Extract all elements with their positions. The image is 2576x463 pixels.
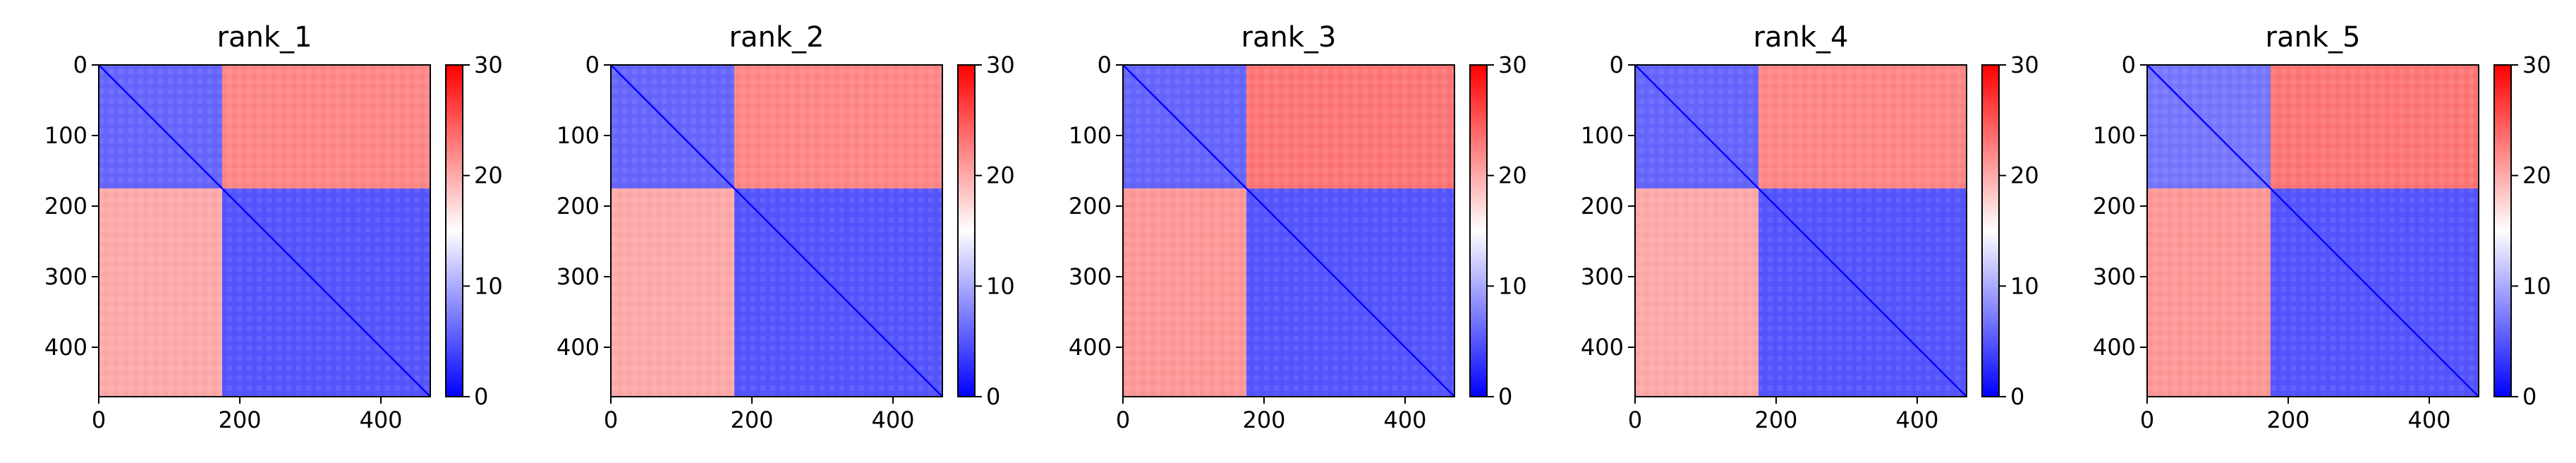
y-tick-label: 0 [1098, 52, 1112, 78]
colorbar-tick-label: 10 [1498, 272, 1527, 299]
diagonal-line [2146, 64, 2479, 397]
panel-title: rank_2 [729, 21, 825, 54]
y-tick-label: 100 [1581, 122, 1624, 149]
y-tick-label: 200 [557, 193, 600, 220]
colorbar-tick-label: 20 [986, 162, 1015, 189]
y-tick-label: 200 [44, 193, 87, 220]
heatmap-panel-5: rank_5 0 200 400 0 100 200 300 400 0 10 20 30 [2093, 21, 2551, 433]
plot-frame [610, 64, 943, 397]
colorbar-tick-label: 0 [2522, 383, 2536, 410]
diagonal-line [1122, 64, 1455, 397]
x-tick-label: 0 [92, 407, 106, 433]
colorbar [957, 64, 976, 397]
x-tick-label: 200 [1242, 407, 1285, 433]
y-tick-label: 200 [1069, 193, 1112, 220]
colorbar-tick-label: 10 [986, 272, 1015, 299]
y-tick-label: 400 [1581, 334, 1624, 361]
colorbar-tick-label: 30 [2522, 52, 2551, 78]
y-tick-label: 100 [44, 122, 87, 149]
x-tick-label: 400 [359, 407, 402, 433]
colorbar-tick-label: 30 [474, 52, 503, 78]
y-tick-label: 100 [2093, 122, 2136, 149]
plot-frame [2146, 64, 2479, 397]
y-tick-label: 0 [1610, 52, 1624, 78]
diagonal-line [1634, 64, 1967, 397]
colorbar-tick-label: 0 [986, 383, 1000, 410]
y-tick-label: 300 [2093, 263, 2136, 290]
y-tick-label: 0 [585, 52, 600, 78]
y-tick-label: 400 [44, 334, 87, 361]
x-tick-label: 200 [1754, 407, 1797, 433]
x-tick-label: 400 [871, 407, 914, 433]
colorbar-tick-label: 0 [1498, 383, 1512, 410]
panel-title: rank_1 [217, 21, 312, 54]
x-tick-label: 200 [2266, 407, 2309, 433]
y-tick-label: 0 [73, 52, 87, 78]
diagonal-line [98, 64, 431, 397]
colorbar-tick-label: 20 [2522, 162, 2551, 189]
colorbar-tick-label: 30 [2010, 52, 2039, 78]
plot-frame [98, 64, 431, 397]
colorbar-tick-label: 20 [2010, 162, 2039, 189]
colorbar [1981, 64, 2000, 397]
diagonal-line [610, 64, 943, 397]
colorbar-tick-label: 0 [474, 383, 488, 410]
colorbar-tick-label: 0 [2010, 383, 2024, 410]
x-tick-label: 400 [1895, 407, 1938, 433]
plot-frame [1122, 64, 1455, 397]
x-tick-label: 400 [1383, 407, 1426, 433]
panel-title: rank_3 [1241, 21, 1337, 54]
heatmap-panel-2: rank_2 0 200 400 0 100 200 300 400 0 10 20 30 [557, 21, 1015, 433]
colorbar [445, 64, 463, 397]
y-tick-label: 400 [2093, 334, 2136, 361]
y-tick-label: 300 [1069, 263, 1112, 290]
y-tick-label: 200 [2093, 193, 2136, 220]
y-tick-label: 100 [1069, 122, 1112, 149]
x-tick-label: 0 [1628, 407, 1642, 433]
x-tick-label: 200 [730, 407, 773, 433]
y-tick-label: 300 [44, 263, 87, 290]
y-tick-label: 0 [2122, 52, 2136, 78]
heatmap-panel-4: rank_4 0 200 400 0 100 200 300 400 0 10 20 30 [1581, 21, 2039, 433]
y-tick-label: 400 [1069, 334, 1112, 361]
x-tick-label: 0 [604, 407, 618, 433]
colorbar-tick-label: 30 [1498, 52, 1527, 78]
x-tick-label: 200 [218, 407, 261, 433]
x-tick-label: 0 [1116, 407, 1130, 433]
colorbar-tick-label: 10 [474, 272, 503, 299]
colorbar-tick-label: 20 [1498, 162, 1527, 189]
y-tick-label: 300 [557, 263, 600, 290]
colorbar [2493, 64, 2512, 397]
colorbar-tick-label: 30 [986, 52, 1015, 78]
panel-title: rank_4 [1754, 21, 1849, 54]
plot-frame [1634, 64, 1967, 397]
heatmap-panel-3: rank_3 0 200 400 0 100 200 300 400 0 10 20 30 [1069, 21, 1527, 433]
colorbar-tick-label: 20 [474, 162, 503, 189]
colorbar [1469, 64, 1488, 397]
heatmap-panel-1: rank_1 0 200 400 0 100 200 300 400 0 10 20 30 [44, 21, 503, 433]
y-tick-label: 300 [1581, 263, 1624, 290]
y-tick-label: 100 [557, 122, 600, 149]
y-tick-label: 200 [1581, 193, 1624, 220]
colorbar-tick-label: 10 [2522, 272, 2551, 299]
panel-title: rank_5 [2266, 21, 2361, 54]
y-tick-label: 400 [557, 334, 600, 361]
colorbar-tick-label: 10 [2010, 272, 2039, 299]
x-tick-label: 0 [2140, 407, 2154, 433]
x-tick-label: 400 [2407, 407, 2450, 433]
